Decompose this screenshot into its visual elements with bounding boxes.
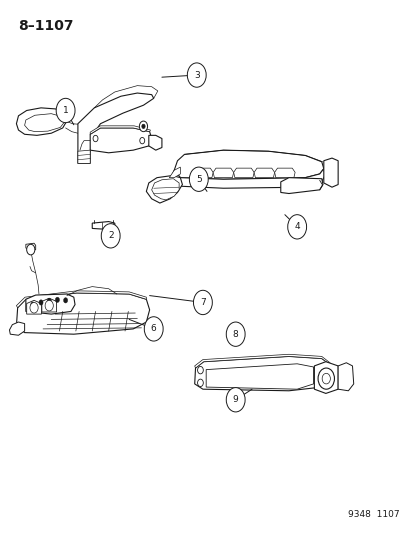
Polygon shape — [233, 168, 254, 177]
Polygon shape — [146, 175, 182, 203]
Circle shape — [321, 373, 330, 384]
Polygon shape — [26, 294, 75, 314]
Text: 9348  1107: 9348 1107 — [347, 510, 399, 519]
Circle shape — [139, 121, 147, 132]
Polygon shape — [78, 150, 90, 164]
Circle shape — [26, 244, 35, 255]
Circle shape — [45, 300, 53, 311]
Polygon shape — [274, 168, 294, 177]
Circle shape — [144, 317, 163, 341]
Text: 4: 4 — [294, 222, 299, 231]
Polygon shape — [26, 300, 41, 314]
Polygon shape — [194, 354, 329, 368]
Text: 5: 5 — [195, 175, 201, 184]
Polygon shape — [42, 298, 57, 312]
Polygon shape — [151, 179, 179, 200]
Polygon shape — [26, 243, 36, 251]
Circle shape — [39, 300, 43, 305]
Polygon shape — [148, 135, 161, 150]
Circle shape — [142, 124, 145, 128]
Text: 3: 3 — [193, 70, 199, 79]
Polygon shape — [313, 362, 337, 393]
Polygon shape — [280, 177, 322, 193]
Polygon shape — [90, 126, 150, 134]
Polygon shape — [17, 108, 67, 135]
Circle shape — [287, 215, 306, 239]
Circle shape — [30, 302, 38, 313]
Polygon shape — [17, 291, 146, 308]
Polygon shape — [24, 114, 64, 132]
Polygon shape — [92, 222, 114, 230]
Polygon shape — [169, 167, 180, 177]
Circle shape — [317, 368, 334, 389]
Text: 9: 9 — [232, 395, 238, 404]
Polygon shape — [174, 150, 323, 179]
Circle shape — [189, 167, 208, 191]
Circle shape — [197, 367, 203, 374]
Circle shape — [101, 224, 120, 248]
Text: 8: 8 — [232, 330, 238, 338]
Polygon shape — [90, 128, 151, 153]
Circle shape — [226, 387, 244, 412]
Text: 2: 2 — [108, 231, 113, 240]
Text: 1: 1 — [63, 106, 68, 115]
Circle shape — [64, 298, 67, 303]
Polygon shape — [171, 168, 324, 188]
Circle shape — [55, 297, 59, 302]
Polygon shape — [78, 93, 153, 164]
Polygon shape — [206, 364, 313, 389]
Circle shape — [193, 290, 212, 314]
Circle shape — [47, 298, 51, 303]
Circle shape — [226, 322, 244, 346]
Polygon shape — [213, 168, 233, 177]
Polygon shape — [192, 168, 213, 177]
Polygon shape — [254, 168, 274, 177]
Polygon shape — [194, 357, 329, 391]
Circle shape — [31, 302, 35, 307]
Polygon shape — [17, 293, 149, 334]
Text: 7: 7 — [199, 298, 205, 307]
Circle shape — [93, 135, 98, 142]
Polygon shape — [323, 158, 337, 187]
Polygon shape — [337, 363, 353, 391]
Circle shape — [197, 379, 203, 386]
Polygon shape — [9, 322, 24, 335]
Circle shape — [56, 98, 75, 123]
Text: 8–1107: 8–1107 — [19, 19, 74, 33]
Circle shape — [187, 63, 206, 87]
Text: 6: 6 — [150, 325, 156, 334]
Circle shape — [140, 138, 145, 144]
